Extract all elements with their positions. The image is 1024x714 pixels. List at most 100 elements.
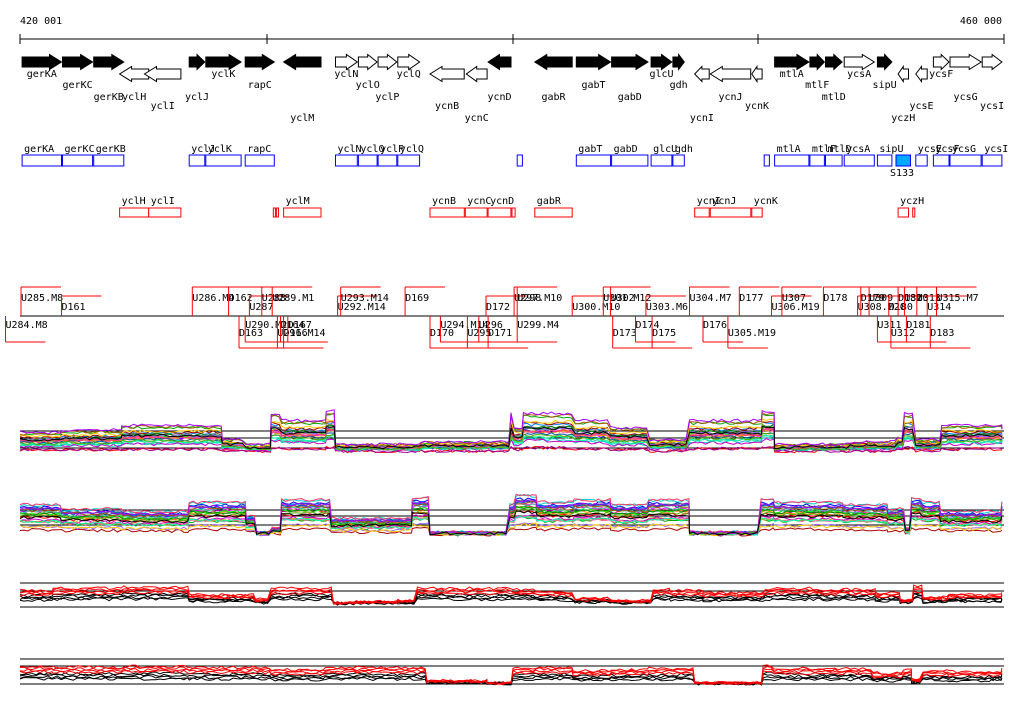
blue-feature-box[interactable] (672, 154, 685, 167)
red-feature-box[interactable] (709, 207, 752, 218)
tu-label: U312 (891, 328, 915, 339)
gene-arrow-sipU[interactable] (876, 53, 893, 71)
gene-label-yclO: yclO (356, 80, 380, 91)
red-feature-box[interactable] (751, 207, 763, 218)
gene-arrow-yclI[interactable] (143, 65, 182, 83)
gene-arrow-mtlA[interactable] (774, 53, 810, 71)
red-feature-box[interactable] (897, 207, 909, 218)
blue-feature-box[interactable] (62, 154, 94, 167)
tu-label: U302 (611, 293, 635, 304)
gene-arrow-gerKC[interactable] (62, 53, 94, 71)
blue-feature-box[interactable] (21, 154, 63, 167)
gene-arrow-yczH[interactable] (897, 64, 909, 84)
gene-label-yclM: yclM (290, 113, 314, 124)
gene-arrow-ycsG[interactable] (949, 53, 983, 71)
tu-label: D176 (703, 320, 727, 331)
red-feature-box[interactable] (464, 207, 488, 218)
red-feature-box[interactable] (511, 207, 516, 218)
gene-arrow-rapC[interactable] (244, 53, 276, 71)
blue-feature-label: mtlF (812, 144, 836, 155)
gene-label-mtlD: mtlD (822, 92, 846, 103)
blue-feature-box[interactable] (93, 154, 125, 167)
gene-arrow-ycsA[interactable] (843, 53, 876, 71)
gene-arrow-gerKB[interactable] (93, 53, 125, 71)
expression-line (19, 409, 1003, 447)
red-feature-box[interactable] (694, 207, 710, 218)
highlight-box[interactable] (895, 154, 911, 167)
gene-arrow-yclM[interactable] (282, 53, 322, 71)
gene-arrow-gabD[interactable] (611, 53, 649, 71)
blue-feature-box[interactable] (357, 154, 378, 167)
gene-arrow-yclO[interactable] (357, 53, 378, 71)
blue-feature-box[interactable] (981, 154, 1003, 167)
gene-arrow-ycnI[interactable] (694, 65, 710, 83)
blue-feature-box[interactable] (949, 154, 982, 167)
gene-arrow-ycsE[interactable] (915, 65, 928, 83)
gene-arrow-ycsI[interactable] (981, 53, 1003, 71)
blue-feature-label: yclP (380, 144, 404, 155)
gene-arrow-gdh[interactable] (672, 53, 685, 71)
tu-label: U293.M14 (341, 293, 389, 304)
blue-feature-label: yclN (338, 144, 362, 155)
tu-label: D162 (229, 293, 253, 304)
blue-feature-box[interactable] (825, 154, 843, 167)
gene-arrow-glcU[interactable] (650, 53, 673, 71)
blue-feature-box[interactable] (611, 154, 649, 167)
gene-arrow-gerKA[interactable] (21, 53, 63, 71)
gene-label-glcU: glcU (649, 69, 673, 80)
gene-arrow-gabR[interactable] (533, 53, 573, 71)
gene-arrow-ycnB[interactable] (429, 65, 465, 83)
tu-label: U314 (927, 302, 951, 313)
gene-arrow-yclQ[interactable] (397, 53, 421, 71)
blue-feature-box[interactable] (915, 154, 928, 167)
red-feature-box[interactable] (119, 207, 150, 218)
red-feature-box[interactable] (487, 207, 512, 218)
expression-line (19, 664, 1003, 685)
blue-feature-label: gdh (675, 144, 693, 155)
gene-arrow-ycnC[interactable] (465, 65, 488, 83)
gene-arrow-gabT[interactable] (575, 53, 612, 71)
blue-feature-box[interactable] (843, 154, 875, 167)
blue-feature-box[interactable] (575, 154, 612, 167)
gene-arrow-ycnK[interactable] (751, 64, 763, 84)
red-feature-box[interactable] (283, 207, 322, 218)
blue-feature-box[interactable] (774, 154, 810, 167)
tu-label: U286.M4 (192, 293, 234, 304)
blue-feature-box[interactable] (932, 154, 950, 167)
blue-feature-box[interactable] (876, 154, 893, 167)
blue-feature-box[interactable] (397, 154, 421, 167)
blue-feature-box[interactable] (516, 154, 523, 167)
gene-arrow-yclN[interactable] (335, 53, 359, 71)
tu-label: U285.M8 (21, 293, 63, 304)
gene-arrow-yclH[interactable] (118, 65, 150, 83)
gene-label-yclQ: yclQ (397, 69, 421, 80)
red-feature-box[interactable] (148, 207, 182, 218)
expression-line (19, 584, 1003, 605)
tu-label: U304.M7 (690, 293, 732, 304)
blue-feature-box[interactable] (335, 154, 358, 167)
gene-arrow-mtlF[interactable] (809, 53, 826, 71)
gene-arrow-yclK[interactable] (205, 53, 243, 71)
red-feature-box[interactable] (272, 207, 276, 218)
coordinate-ruler: 420 001 460 000 (19, 16, 1005, 44)
tu-label: U308.M20 (858, 302, 906, 313)
gene-arrow-yclJ[interactable] (188, 53, 206, 71)
blue-feature-box[interactable] (188, 154, 206, 167)
red-feature-box[interactable] (912, 207, 916, 218)
gene-arrow-yclP[interactable] (377, 53, 398, 71)
blue-feature-box[interactable] (244, 154, 275, 167)
red-feature-box[interactable] (534, 207, 573, 218)
gene-arrow-ycnJ[interactable] (709, 65, 752, 83)
gene-arrow-ycsF[interactable] (932, 53, 950, 71)
blue-feature-box[interactable] (763, 154, 770, 167)
gene-arrow-mtlD[interactable] (825, 53, 843, 71)
blue-feature-box[interactable] (205, 154, 242, 167)
blue-feature-box[interactable] (650, 154, 673, 167)
gene-arrow-ycnD[interactable] (487, 53, 512, 71)
blue-feature-box[interactable] (377, 154, 398, 167)
blue-feature-label: gabT (578, 144, 602, 155)
blue-feature-label: yclQ (400, 144, 424, 155)
blue-feature-box[interactable] (809, 154, 825, 167)
red-feature-box[interactable] (429, 207, 465, 218)
red-feature-box[interactable] (275, 207, 279, 218)
